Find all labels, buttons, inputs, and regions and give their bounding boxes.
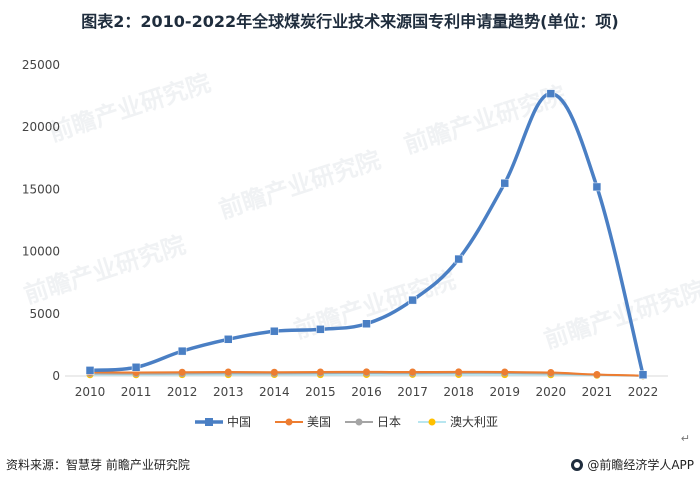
x-tick-label: 2017 — [397, 385, 428, 399]
legend-label: 日本 — [377, 415, 401, 429]
data-point-usa — [593, 371, 601, 379]
legend-marker — [285, 418, 293, 426]
x-tick-label: 2021 — [582, 385, 613, 399]
return-mark: ↵ — [680, 432, 690, 445]
data-point-usa — [501, 368, 509, 376]
data-point-usa — [455, 368, 463, 376]
data-point-china — [224, 335, 233, 344]
legend-marker — [428, 418, 436, 426]
series-line-china — [88, 91, 645, 377]
x-tick-label: 2020 — [536, 385, 567, 399]
chart-title: 图表2：2010-2022年全球煤炭行业技术来源国专利申请量趋势(单位：项) — [81, 12, 619, 31]
data-point-china — [408, 295, 417, 305]
data-point-usa — [224, 368, 232, 376]
data-point-china — [362, 319, 371, 329]
y-tick-label: 10000 — [22, 245, 60, 259]
data-point-china — [316, 325, 325, 334]
x-tick-label: 2019 — [489, 385, 520, 399]
y-tick-label: 0 — [52, 369, 60, 383]
x-tick-label: 2015 — [305, 385, 336, 399]
y-tick-label: 15000 — [22, 182, 60, 196]
y-tick-label: 20000 — [22, 120, 60, 134]
x-tick-label: 2014 — [259, 385, 290, 399]
data-point-china — [85, 366, 95, 375]
y-tick-label: 5000 — [29, 307, 60, 321]
legend-label: 澳大利亚 — [450, 415, 498, 429]
data-point-usa — [178, 368, 186, 376]
brand-credit: @前瞻经济学人APP — [571, 456, 694, 473]
x-tick-label: 2016 — [351, 385, 382, 399]
legend-marker — [355, 418, 363, 426]
qianzhan-logo-icon — [571, 458, 584, 471]
data-point-usa — [270, 368, 278, 376]
legend-label: 中国 — [227, 414, 251, 429]
x-tick-label: 2011 — [121, 385, 152, 399]
data-point-usa — [547, 369, 555, 377]
line-chart: 0 5000 10000 15000 20000 25000 2010 2011 2012 201… — [22, 58, 668, 429]
x-tick-label: 2022 — [628, 385, 659, 399]
data-point-china — [131, 363, 141, 372]
source-note: 资料来源：智慧芽 前瞻产业研究院 — [6, 458, 190, 472]
x-tick-label: 2012 — [167, 385, 198, 399]
y-tick-label: 25000 — [22, 58, 60, 72]
data-point-china — [454, 254, 463, 264]
data-point-china — [177, 346, 187, 356]
brand-text: @前瞻经济学人APP — [587, 458, 694, 472]
x-tick-label: 2010 — [75, 385, 106, 399]
data-point-usa — [316, 368, 324, 376]
legend-marker — [205, 418, 213, 426]
data-point-china — [270, 326, 279, 336]
x-tick-label: 2018 — [443, 385, 474, 399]
data-point-usa — [363, 368, 370, 376]
data-point-china — [546, 89, 556, 98]
data-point-china — [592, 182, 602, 192]
x-tick-label: 2013 — [213, 385, 244, 399]
data-point-usa — [409, 368, 417, 376]
data-point-china — [638, 370, 648, 380]
data-point-china — [500, 178, 509, 188]
legend-label: 美国 — [307, 415, 331, 429]
